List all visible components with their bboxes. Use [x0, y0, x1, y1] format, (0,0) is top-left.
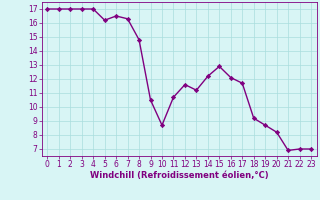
X-axis label: Windchill (Refroidissement éolien,°C): Windchill (Refroidissement éolien,°C) — [90, 171, 268, 180]
